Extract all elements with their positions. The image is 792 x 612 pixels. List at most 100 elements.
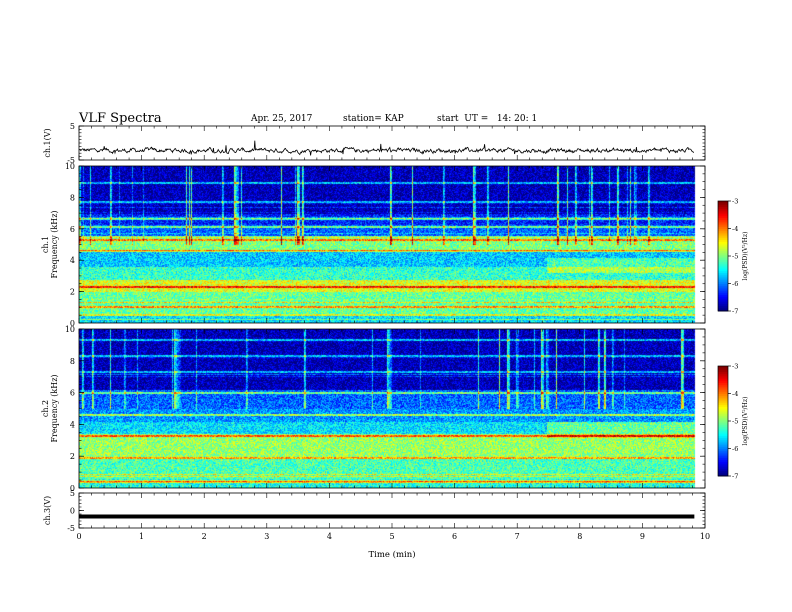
colorbar-cell: [718, 289, 728, 292]
y-tick-label: 5: [70, 122, 75, 131]
colorbar-cell: [718, 366, 728, 369]
y-tick-label: 4: [70, 256, 75, 265]
ylabel-ch2-spectrogram-frequency: Frequency (kHz): [50, 374, 59, 442]
x-tick-label: 2: [202, 532, 207, 541]
y-tick-label: -5: [67, 156, 75, 165]
colorbar-cell: [718, 441, 728, 444]
colorbar-cell: [718, 290, 728, 294]
y-tick-label: 8: [70, 193, 75, 202]
start-time-label: start UT = 14: 20: 1: [437, 114, 538, 124]
y-tick-label: 2: [70, 288, 75, 297]
colorbar-cell: [718, 422, 728, 426]
colorbar-cell: [718, 432, 728, 435]
colorbar-cell: [718, 292, 728, 295]
colorbar-cell: [718, 259, 728, 262]
colorbar-cell: [718, 235, 728, 239]
colorbar-tick-label: -7: [732, 308, 738, 316]
colorbar-cell: [718, 296, 728, 299]
colorbar-cell: [718, 417, 728, 420]
colorbar-cell: [718, 202, 728, 206]
colorbar-cell: [718, 272, 728, 275]
colorbar-cell: [718, 399, 728, 402]
colorbar-cell: [718, 400, 728, 404]
colorbar-cell: [718, 305, 728, 308]
colorbar-cell: [718, 454, 728, 457]
colorbar-cell: [718, 406, 728, 409]
panel-frame-1: [78, 125, 706, 161]
colorbar-cell: [718, 234, 728, 237]
y-tick-label: 5: [70, 489, 75, 498]
y-tick-label: 10: [65, 162, 75, 171]
colorbar-cell: [718, 419, 728, 422]
colorbar-cell: [718, 265, 728, 268]
colorbar-cell: [718, 307, 728, 310]
y-tick-label: 0: [70, 507, 75, 516]
colorbar-tick-label: -7: [732, 473, 738, 481]
colorbar-cell: [718, 395, 728, 398]
x-tick-label: 1: [139, 532, 144, 541]
y-tick-label: 10: [65, 325, 75, 334]
ylabel-ch1-spectrogram-frequency: Frequency (kHz): [50, 210, 59, 278]
colorbar-cell: [718, 463, 728, 466]
colorbar-cell: [718, 466, 728, 470]
colorbar-cell: [718, 474, 728, 477]
colorbar-cell: [718, 239, 728, 242]
colorbar-cell: [718, 439, 728, 442]
colorbar-cell: [718, 212, 728, 215]
y-tick-label: 2: [70, 452, 75, 461]
colorbar-cell: [718, 452, 728, 455]
ylabel-ch3-waveform: ch.3(V): [43, 496, 52, 525]
colorbar-label: log(PSD)(V²/Hz): [742, 232, 749, 281]
colorbar-cell: [718, 391, 728, 394]
colorbar-cell: [718, 421, 728, 424]
colorbar-cell: [718, 228, 728, 231]
colorbar-cell: [718, 298, 728, 301]
colorbar-cell: [718, 446, 728, 449]
colorbar-cell: [718, 237, 728, 240]
station-label: station= KAP: [343, 114, 404, 124]
colorbar-cell: [718, 444, 728, 448]
colorbar-cell: [718, 459, 728, 462]
colorbar-tick-label: -3: [732, 198, 738, 206]
colorbar-cell: [718, 213, 728, 217]
colorbar-cell: [718, 470, 728, 473]
colorbar-cell: [718, 408, 728, 411]
colorbar-cell: [718, 309, 728, 312]
colorbar-cell: [718, 411, 728, 415]
colorbar-cell: [718, 430, 728, 433]
ylabel-ch2-spectrogram-channel: ch.2: [41, 400, 50, 417]
colorbar-tick-label: -4: [732, 390, 738, 398]
ylabel-ch1-spectrogram-channel: ch.1: [41, 236, 50, 253]
x-tick-label: 4: [327, 532, 332, 541]
colorbar-cell: [718, 287, 728, 290]
colorbar-cell: [718, 377, 728, 380]
date-label: Apr. 25, 2017: [251, 114, 313, 124]
colorbar-cell: [718, 424, 728, 427]
x-tick-label: 10: [700, 532, 710, 541]
colorbar-cell: [718, 246, 728, 250]
colorbar-label: log(PSD)(V²/Hz): [742, 397, 749, 446]
colorbar-cell: [718, 221, 728, 224]
colorbar-cell: [718, 267, 728, 270]
colorbar-cell: [718, 402, 728, 405]
chart-title: VLF Spectra: [79, 111, 162, 126]
colorbar-cell: [718, 274, 728, 277]
y-tick-label: 8: [70, 357, 75, 366]
colorbar-cell: [718, 450, 728, 453]
colorbar-cell: [718, 224, 728, 228]
colorbar-cell: [718, 283, 728, 286]
colorbar-cell: [718, 369, 728, 372]
colorbar-cell: [718, 413, 728, 416]
colorbar-tick-label: -3: [732, 363, 738, 371]
x-tick-label: 6: [452, 532, 457, 541]
colorbar-cell: [718, 367, 728, 371]
colorbar-cell: [718, 301, 728, 305]
colorbar-cell: [718, 254, 728, 257]
colorbar-cell: [718, 263, 728, 266]
colorbar-cell: [718, 208, 728, 211]
colorbar-cell: [718, 210, 728, 213]
colorbar-cell: [718, 257, 728, 261]
colorbar-cell: [718, 245, 728, 248]
ch1-waveform-line: [78, 140, 695, 156]
colorbar-cell: [718, 378, 728, 382]
